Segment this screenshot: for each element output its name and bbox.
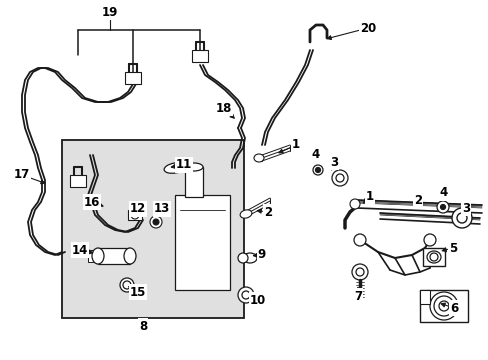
Text: 19: 19: [102, 5, 118, 18]
Text: 15: 15: [129, 285, 146, 298]
Text: 4: 4: [311, 148, 320, 162]
Bar: [128, 210, 142, 220]
Ellipse shape: [164, 163, 185, 173]
Text: 6: 6: [449, 302, 457, 315]
Text: 9: 9: [257, 248, 265, 261]
Text: 7: 7: [353, 289, 361, 302]
Ellipse shape: [243, 253, 257, 263]
Ellipse shape: [184, 163, 203, 171]
Ellipse shape: [124, 248, 136, 264]
Circle shape: [438, 301, 448, 311]
Circle shape: [315, 167, 320, 172]
Text: 17: 17: [14, 168, 30, 181]
Text: 2: 2: [413, 194, 421, 207]
Text: 10: 10: [249, 293, 265, 306]
Bar: [125, 72, 141, 84]
Text: 2: 2: [264, 206, 271, 219]
Circle shape: [429, 253, 437, 261]
Circle shape: [150, 216, 162, 228]
Circle shape: [131, 211, 139, 219]
Circle shape: [355, 268, 363, 276]
Circle shape: [331, 170, 347, 186]
Circle shape: [153, 219, 159, 225]
Circle shape: [456, 213, 466, 223]
Circle shape: [351, 264, 367, 280]
Circle shape: [335, 174, 343, 182]
Text: 8: 8: [139, 320, 147, 333]
Circle shape: [312, 165, 323, 175]
Bar: [184, 167, 203, 197]
Text: 1: 1: [291, 139, 300, 152]
Text: 4: 4: [439, 186, 447, 199]
Circle shape: [353, 234, 365, 246]
Bar: [70, 175, 86, 187]
Circle shape: [242, 291, 249, 299]
Bar: [419, 290, 429, 304]
Text: 1: 1: [365, 189, 373, 202]
Ellipse shape: [349, 199, 359, 209]
Circle shape: [433, 296, 453, 316]
Bar: [62, 140, 244, 318]
Bar: [88, 250, 93, 262]
Text: 13: 13: [154, 202, 170, 216]
Bar: [422, 248, 444, 266]
Text: 5: 5: [448, 242, 456, 255]
Circle shape: [423, 234, 435, 246]
Text: 20: 20: [359, 22, 375, 35]
Text: 12: 12: [130, 202, 146, 216]
Ellipse shape: [253, 154, 264, 162]
Text: 11: 11: [176, 158, 192, 171]
Ellipse shape: [426, 251, 440, 263]
Ellipse shape: [120, 278, 134, 292]
Circle shape: [451, 208, 471, 228]
Circle shape: [238, 253, 247, 263]
Bar: [175, 195, 229, 290]
Circle shape: [238, 287, 253, 303]
Text: 3: 3: [461, 202, 469, 215]
Ellipse shape: [429, 292, 457, 320]
Circle shape: [440, 204, 445, 210]
Circle shape: [436, 201, 448, 213]
Text: 3: 3: [329, 156, 337, 168]
Bar: [98, 248, 130, 264]
Bar: [192, 50, 207, 62]
Bar: [419, 290, 467, 322]
Ellipse shape: [240, 210, 251, 218]
Text: 16: 16: [83, 195, 100, 208]
Text: 18: 18: [215, 102, 232, 114]
Text: 14: 14: [72, 243, 88, 256]
Ellipse shape: [92, 248, 104, 264]
Ellipse shape: [123, 281, 131, 289]
